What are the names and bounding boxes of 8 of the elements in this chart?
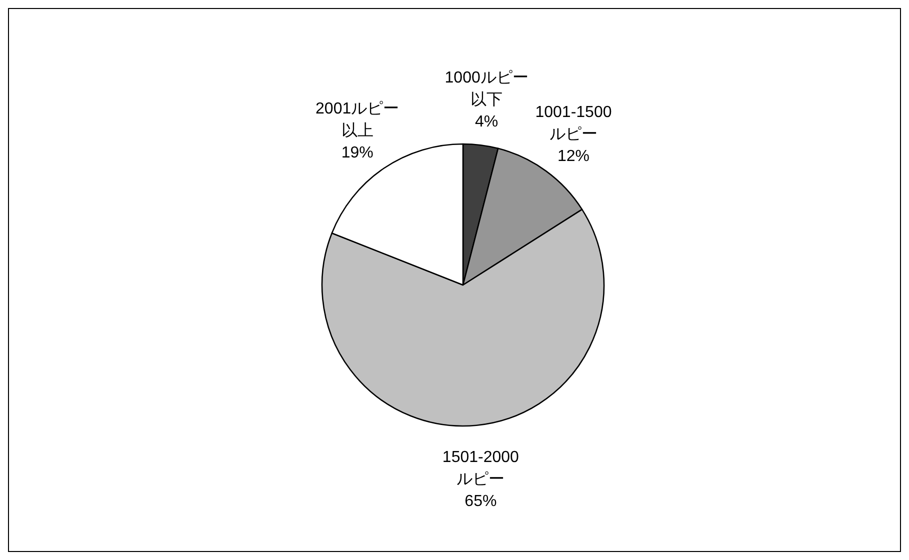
data-label: 12% [557,148,590,165]
slice-label: 1501-2000ルピー [442,449,520,488]
slice-label: 2001ルピー以上 [316,100,400,140]
data-label: 65% [464,493,497,510]
data-label: 19% [341,144,374,162]
data-label: 4% [475,113,498,130]
slice-label: 1001-1500ルピー [535,104,612,143]
slice-label: 1000ルピー以下 [444,69,528,108]
